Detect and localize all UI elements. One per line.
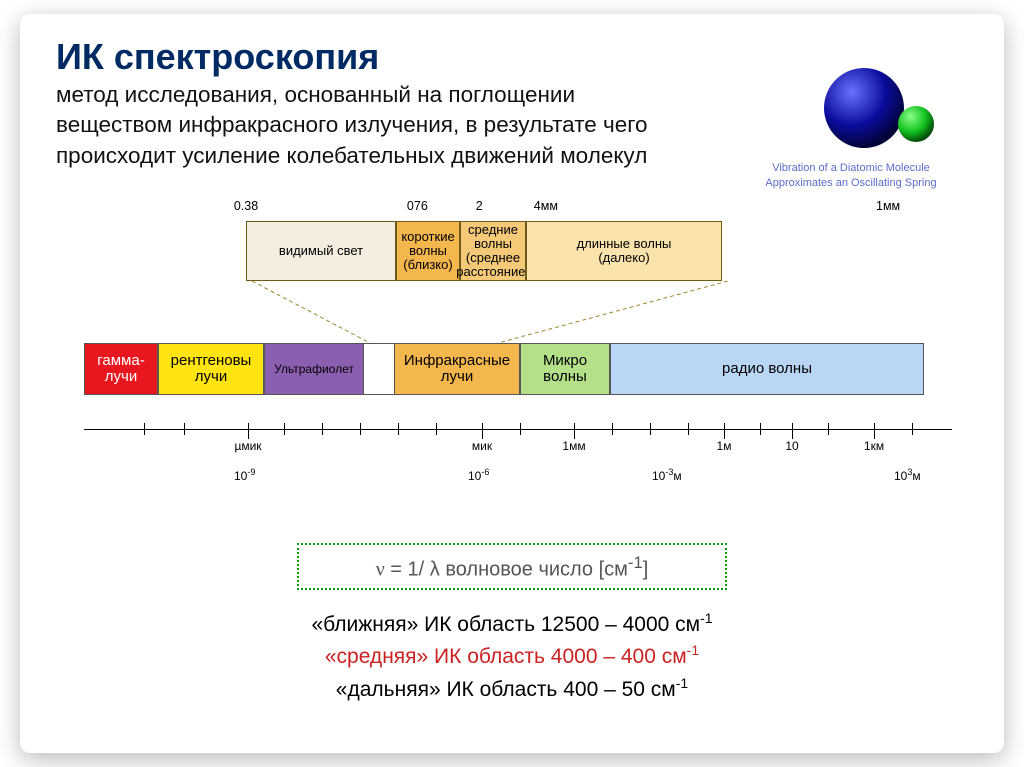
main-spectrum-bar: гамма-лучирентгеновылучиУльтрафиолет Инфр… [84, 343, 924, 395]
axis-tick-minor [360, 423, 361, 435]
upper-marker: 0.38 [234, 199, 258, 213]
axis-tick-minor [688, 423, 689, 435]
axis-exponent: 10-3м [652, 467, 682, 483]
axis-exponent: 10-9 [234, 467, 255, 483]
formula-sup: -1 [628, 553, 643, 572]
axis-tick-minor [284, 423, 285, 435]
spectrum-segment: Ультрафиолет [264, 343, 364, 395]
axis-tick-minor [144, 423, 145, 435]
spectrum-segment: радио волны [610, 343, 924, 395]
axis-tick-label: µмик [234, 439, 261, 453]
upper-marker: 4мм [534, 199, 558, 213]
molecule-caption-2: Approximates an Oscillating Spring [736, 176, 966, 191]
wavenumber-formula: ν = 1/ λ волновое число [см-1] [297, 543, 727, 590]
spectrum-segment: гамма-лучи [84, 343, 158, 395]
molecule-caption-1: Vibration of a Diatomic Molecule [736, 161, 966, 176]
axis-tick-label: мик [472, 439, 492, 453]
axis-tick-major [792, 423, 793, 439]
upper-marker: 076 [407, 199, 428, 213]
axis-tick-label: 1км [864, 439, 884, 453]
upper-segment: видимый свет [246, 221, 396, 281]
spectrum-segment: Микроволны [520, 343, 610, 395]
spectrum-segment: рентгеновылучи [158, 343, 264, 395]
formula-eq: = 1/ λ [385, 559, 440, 581]
axis-tick-minor [760, 423, 761, 435]
axis-tick-label: 1м [717, 439, 732, 453]
upper-segment: короткиеволны(близко) [396, 221, 460, 281]
axis-tick-minor [912, 423, 913, 435]
projection-lines [56, 281, 968, 343]
axis-tick-major [874, 423, 875, 439]
axis-tick-minor [398, 423, 399, 435]
molecule-figure: Vibration of a Diatomic Molecule Approxi… [736, 66, 966, 191]
axis-tick-minor [436, 423, 437, 435]
formula-nu: ν [376, 559, 385, 581]
slide: ИК спектроскопия метод исследования, осн… [20, 14, 1004, 753]
axis-tick-major [724, 423, 725, 439]
axis-tick-major [574, 423, 575, 439]
axis-tick-minor [650, 423, 651, 435]
axis-exponent: 103м [894, 467, 921, 483]
axis-tick-label: 1мм [562, 439, 585, 453]
diatomic-molecule-icon [736, 66, 966, 156]
upper-marker: 2 [476, 199, 483, 213]
axis-tick-minor [828, 423, 829, 435]
axis-ticks: µмик мик 1мм 1м 10 1км [84, 423, 952, 473]
axis-exponent: 10-6 [468, 467, 489, 483]
upper-segment: длинные волны(далеко) [526, 221, 722, 281]
ir-regions: «ближняя» ИК область 12500 – 4000 см-1 «… [56, 608, 968, 705]
axis-tick-minor [612, 423, 613, 435]
spectrum-segment: Инфракрасныелучи [394, 343, 520, 395]
formula-close: ] [643, 559, 649, 581]
upper-segment: средниеволны(среднеерасстояние) [460, 221, 526, 281]
spectrum-segment [364, 343, 394, 395]
formula-label: волновое число [см [440, 559, 628, 581]
upper-detail-bar: видимый светкороткиеволны(близко)средние… [246, 221, 722, 281]
subtitle: метод исследования, основанный на поглощ… [56, 80, 666, 171]
region-far: «дальняя» ИК область 400 – 50 см-1 [56, 673, 968, 705]
region-mid: «средняя» ИК область 4000 – 400 см-1 [56, 640, 968, 672]
axis-tick-label: 10 [785, 439, 798, 453]
axis-tick-minor [520, 423, 521, 435]
upper-right-label: 1мм [876, 199, 900, 213]
axis-tick-minor [322, 423, 323, 435]
spectrum-diagram: 0.38 076 2 4мм 1мм видимый светкороткиеволн… [56, 199, 968, 529]
axis-tick-major [248, 423, 249, 439]
axis-tick-minor [184, 423, 185, 435]
axis-tick-major [482, 423, 483, 439]
region-near: «ближняя» ИК область 12500 – 4000 см-1 [56, 608, 968, 640]
